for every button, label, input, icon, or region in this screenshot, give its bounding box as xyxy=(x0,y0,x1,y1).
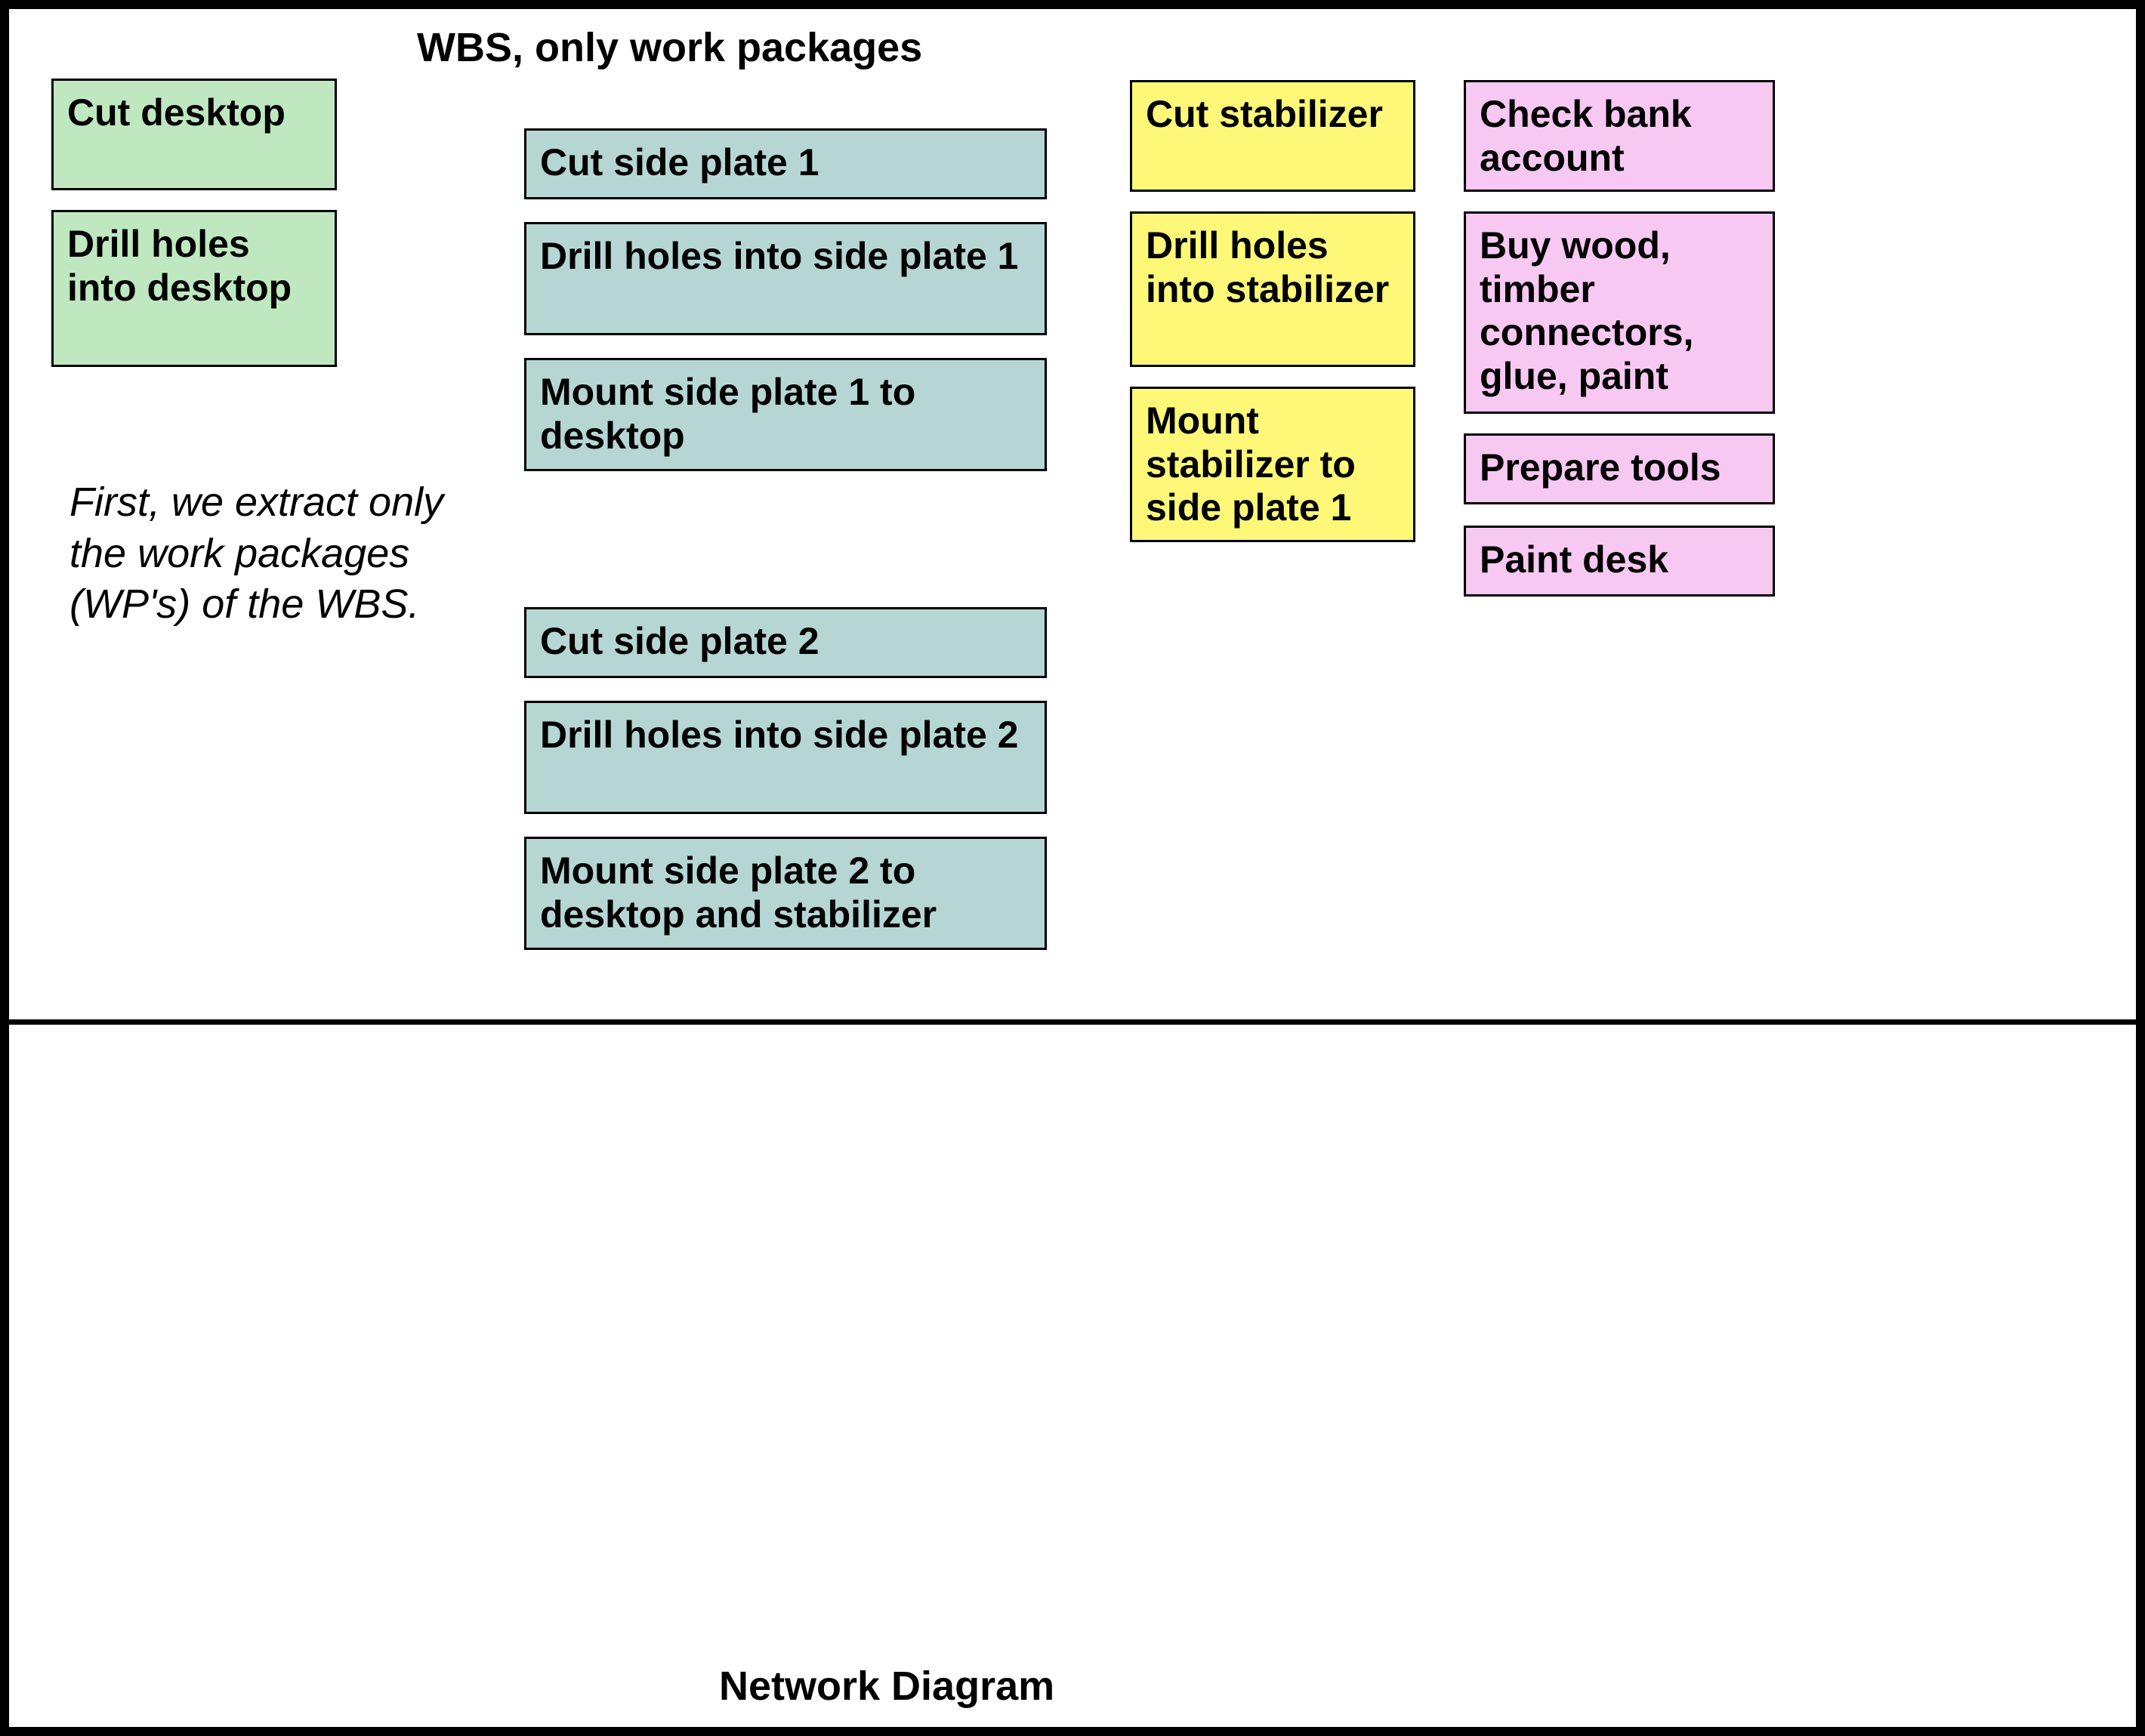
wp-box-drill-stabilizer: Drill holes into stabilizer xyxy=(1130,211,1415,367)
wp-label: Mount side plate 1 to desktop xyxy=(540,371,1031,458)
wp-box-drill-desktop: Drill holes into desktop xyxy=(51,210,337,367)
wp-box-mount-stabilizer: Mount stabilizer to side plate 1 xyxy=(1130,387,1415,542)
wp-box-mount-side-2: Mount side plate 2 to desktop and stabil… xyxy=(524,837,1047,950)
wp-label: Buy wood, timber connectors, glue, paint xyxy=(1480,224,1759,398)
wp-box-cut-stabilizer: Cut stabilizer xyxy=(1130,80,1415,192)
wp-box-paint-desk: Paint desk xyxy=(1464,526,1775,597)
wp-box-check-bank: Check bank account xyxy=(1464,80,1775,192)
wp-label: Drill holes into side plate 2 xyxy=(540,714,1018,757)
wp-box-drill-side-1: Drill holes into side plate 1 xyxy=(524,222,1047,335)
wp-box-cut-side-1: Cut side plate 1 xyxy=(524,128,1047,199)
wp-label: Drill holes into stabilizer xyxy=(1146,224,1400,311)
network-diagram-title: Network Diagram xyxy=(719,1663,1054,1710)
outer-frame: WBS, only work packages First, we extrac… xyxy=(0,0,2145,1736)
wbs-title: WBS, only work packages xyxy=(417,24,922,71)
wp-label: Mount side plate 2 to desktop and stabil… xyxy=(540,849,1031,936)
wp-box-cut-desktop: Cut desktop xyxy=(51,79,337,190)
wp-box-prepare-tools: Prepare tools xyxy=(1464,433,1775,504)
wp-box-cut-side-2: Cut side plate 2 xyxy=(524,607,1047,678)
wp-label: Cut stabilizer xyxy=(1146,93,1383,137)
wp-label: Drill holes into desktop xyxy=(67,223,321,310)
wp-label: Drill holes into side plate 1 xyxy=(540,235,1018,279)
wp-label: Paint desk xyxy=(1480,538,1668,582)
wp-box-buy-wood: Buy wood, timber connectors, glue, paint xyxy=(1464,211,1775,414)
wp-label: Cut side plate 2 xyxy=(540,620,819,664)
network-diagram-panel: Network Diagram xyxy=(9,1025,2136,1727)
wbs-panel: WBS, only work packages First, we extrac… xyxy=(9,9,2136,1025)
wp-label: Cut side plate 1 xyxy=(540,141,819,185)
wp-label: Check bank account xyxy=(1480,93,1759,180)
wp-box-mount-side-1: Mount side plate 1 to desktop xyxy=(524,358,1047,471)
wp-box-drill-side-2: Drill holes into side plate 2 xyxy=(524,701,1047,814)
wp-label: Cut desktop xyxy=(67,91,285,135)
explanatory-note: First, we extract only the work packages… xyxy=(69,477,462,631)
wp-label: Prepare tools xyxy=(1480,446,1721,490)
wp-label: Mount stabilizer to side plate 1 xyxy=(1146,399,1400,530)
